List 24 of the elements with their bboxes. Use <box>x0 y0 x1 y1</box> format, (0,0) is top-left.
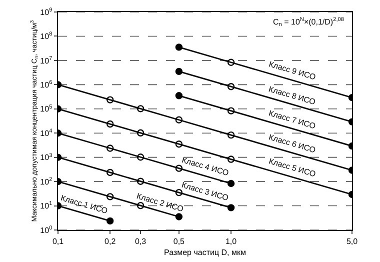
text: Класс 6 ИСО <box>268 132 317 155</box>
y-tick-label: 10$^{1}$ <box>40 201 52 211</box>
x-tick-label: 1,0 <box>225 236 238 246</box>
x-tick-label: 0,3 <box>134 236 147 246</box>
text: Класс 5 ИСО <box>268 156 317 179</box>
x-tick-label: 0,5 <box>173 236 186 246</box>
text: Класс 8 ИСО <box>268 84 316 107</box>
text: Класс 4 ИСО <box>180 155 230 178</box>
x-tick-label: 5,0 <box>346 236 358 246</box>
y-tick-label: 10$^{5}$ <box>40 104 52 114</box>
text: Класс 9 ИСО <box>268 60 317 82</box>
x-axis-title: Размер частиц D, мкм <box>164 248 246 257</box>
annotation: C$_{n}$ = 10$^{N}$×(0,1/D)$^{2,08}$ <box>273 17 344 28</box>
y-tick-label: 10$^{0}$ <box>40 225 52 235</box>
y-tick-label: 10$^{9}$ <box>40 7 52 17</box>
y-tick-label: 10$^{4}$ <box>40 128 52 138</box>
y-tick-label: 10$^{8}$ <box>40 32 52 42</box>
x-tick-label: 0,2 <box>104 236 116 246</box>
y-tick-label: 10$^{3}$ <box>40 152 52 162</box>
y-tick-label: 10$^{6}$ <box>40 80 52 90</box>
y-tick-label: 10$^{2}$ <box>40 177 52 186</box>
y-tick-label: 10$^{7}$ <box>40 56 52 66</box>
text: Класс 7 ИСО <box>268 108 316 131</box>
x-tick-label: 0,1 <box>52 236 64 246</box>
